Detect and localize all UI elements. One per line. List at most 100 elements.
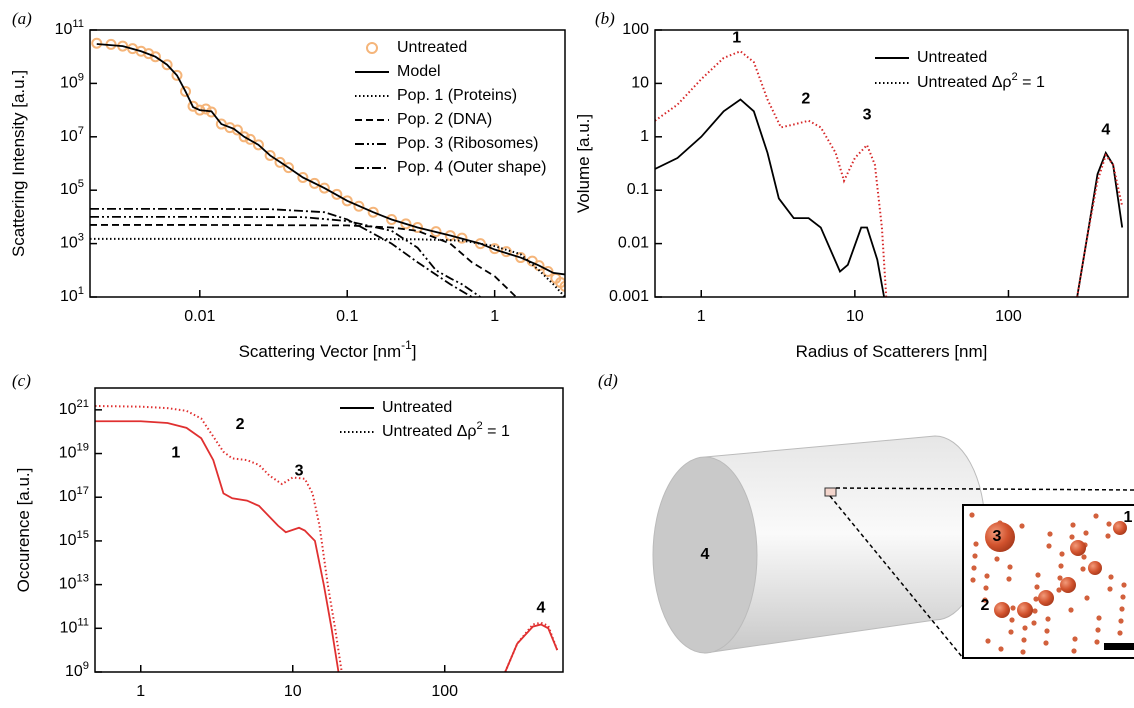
chart: (a) 0.01 0.1 1 101 103 105 107 109 1011 Scattering… <box>9 9 566 361</box>
particle-small <box>971 565 977 571</box>
line <box>95 420 559 672</box>
data-point <box>91 37 103 49</box>
data-point <box>252 139 264 151</box>
x-tick-label: 100 <box>431 683 458 700</box>
particle-small <box>1057 575 1063 581</box>
data-point <box>559 280 565 292</box>
data-point <box>244 133 256 145</box>
annotation: 3 <box>295 463 304 480</box>
x-axis-label: Scattering Vector [nm-1] <box>239 338 417 361</box>
particle-small <box>1117 630 1123 636</box>
particle-small <box>1084 595 1090 601</box>
y-axis-label: Volume [a.u.] <box>574 114 593 213</box>
particle-small <box>1083 530 1089 536</box>
particle-small <box>1046 543 1052 549</box>
legend-label: Untreated Δρ2 = 1 <box>382 420 510 440</box>
y-tick-label: 109 <box>60 71 84 91</box>
particle-small <box>1071 648 1077 654</box>
y-tick-label: 107 <box>60 125 84 145</box>
y-tick-label: 109 <box>65 660 89 680</box>
data-point <box>238 131 250 143</box>
scale-bar <box>1104 643 1134 650</box>
y-tick-label: 1021 <box>59 398 89 418</box>
particle-small <box>1010 605 1016 611</box>
particle-small <box>1081 554 1087 560</box>
legend-label: Pop. 2 (DNA) <box>397 111 492 128</box>
line <box>95 405 559 672</box>
legend-label: Untreated <box>397 39 467 56</box>
y-tick-label: 0.1 <box>627 181 649 198</box>
y-tick-label: 1017 <box>59 485 89 505</box>
data-point <box>274 156 286 168</box>
data-point <box>474 238 486 250</box>
data-point <box>297 171 309 183</box>
particle-small <box>984 573 990 579</box>
annotation: 4 <box>1101 122 1110 139</box>
y-tick-label: 1015 <box>59 529 89 549</box>
annotation: 1 <box>732 29 741 46</box>
particle-medium <box>1038 590 1054 606</box>
particle-small <box>1095 627 1101 633</box>
particle-small <box>1047 531 1053 537</box>
cylinder-label: 4 <box>701 546 710 563</box>
zoom-line <box>835 487 1134 491</box>
data-point <box>318 182 330 194</box>
particle-small <box>994 556 1000 562</box>
y-tick-label: 10 <box>631 75 649 92</box>
line <box>90 216 481 297</box>
y-tick-label: 1011 <box>55 18 84 38</box>
small-label: 1 <box>1124 509 1133 526</box>
particle-small <box>1008 629 1014 635</box>
y-axis-label: Scattering Intensity [a.u.] <box>9 70 28 257</box>
line <box>90 207 473 297</box>
data-point <box>171 69 183 81</box>
particle-small <box>1006 576 1012 582</box>
legend-label: Pop. 3 (Ribosomes) <box>397 135 538 152</box>
data-point <box>264 149 276 161</box>
particle-small <box>1019 523 1025 529</box>
particle-small <box>1033 596 1039 602</box>
particle-small <box>1034 584 1040 590</box>
data-point <box>367 206 379 218</box>
panel-label: (a) <box>12 9 32 28</box>
data-point <box>331 188 343 200</box>
particle-small <box>1059 551 1065 557</box>
annotation: 4 <box>537 600 546 617</box>
particle-small <box>1045 616 1051 622</box>
y-tick-label: 1019 <box>59 441 89 461</box>
particle-small <box>1044 628 1050 634</box>
x-tick-label: 0.1 <box>336 308 358 325</box>
y-tick-label: 1 <box>640 128 649 145</box>
particle-small <box>1068 607 1074 613</box>
data-point <box>341 195 353 207</box>
x-tick-label: 1 <box>697 308 706 325</box>
particle-small <box>1070 522 1076 528</box>
particle-small <box>973 541 979 547</box>
line <box>655 98 1124 297</box>
plot-frame <box>94 387 564 673</box>
y-tick-label: 100 <box>622 21 649 38</box>
particle-small <box>1043 640 1049 646</box>
data-point <box>231 124 243 136</box>
particle-small <box>1031 620 1037 626</box>
data-point <box>309 177 321 189</box>
cylinder-end <box>652 456 758 654</box>
data-point <box>205 106 217 118</box>
data-point <box>161 59 173 71</box>
annotation: 2 <box>236 416 245 433</box>
plot-frame <box>89 29 566 298</box>
x-tick-label: 10 <box>284 683 302 700</box>
particle-small <box>972 553 978 559</box>
legend-label: Untreated Δρ2 = 1 <box>917 71 1045 91</box>
legend-label: Pop. 1 (Proteins) <box>397 87 517 104</box>
y-tick-label: 1011 <box>60 616 89 636</box>
particle-medium <box>1088 561 1102 575</box>
medium-label: 2 <box>981 597 990 614</box>
particle-small <box>1096 615 1102 621</box>
particle-small <box>970 577 976 583</box>
annotation: 2 <box>801 91 810 108</box>
ribosome <box>985 522 1015 552</box>
particle-small <box>983 585 989 591</box>
legend-label: Untreated <box>382 399 452 416</box>
particle-small <box>1107 586 1113 592</box>
